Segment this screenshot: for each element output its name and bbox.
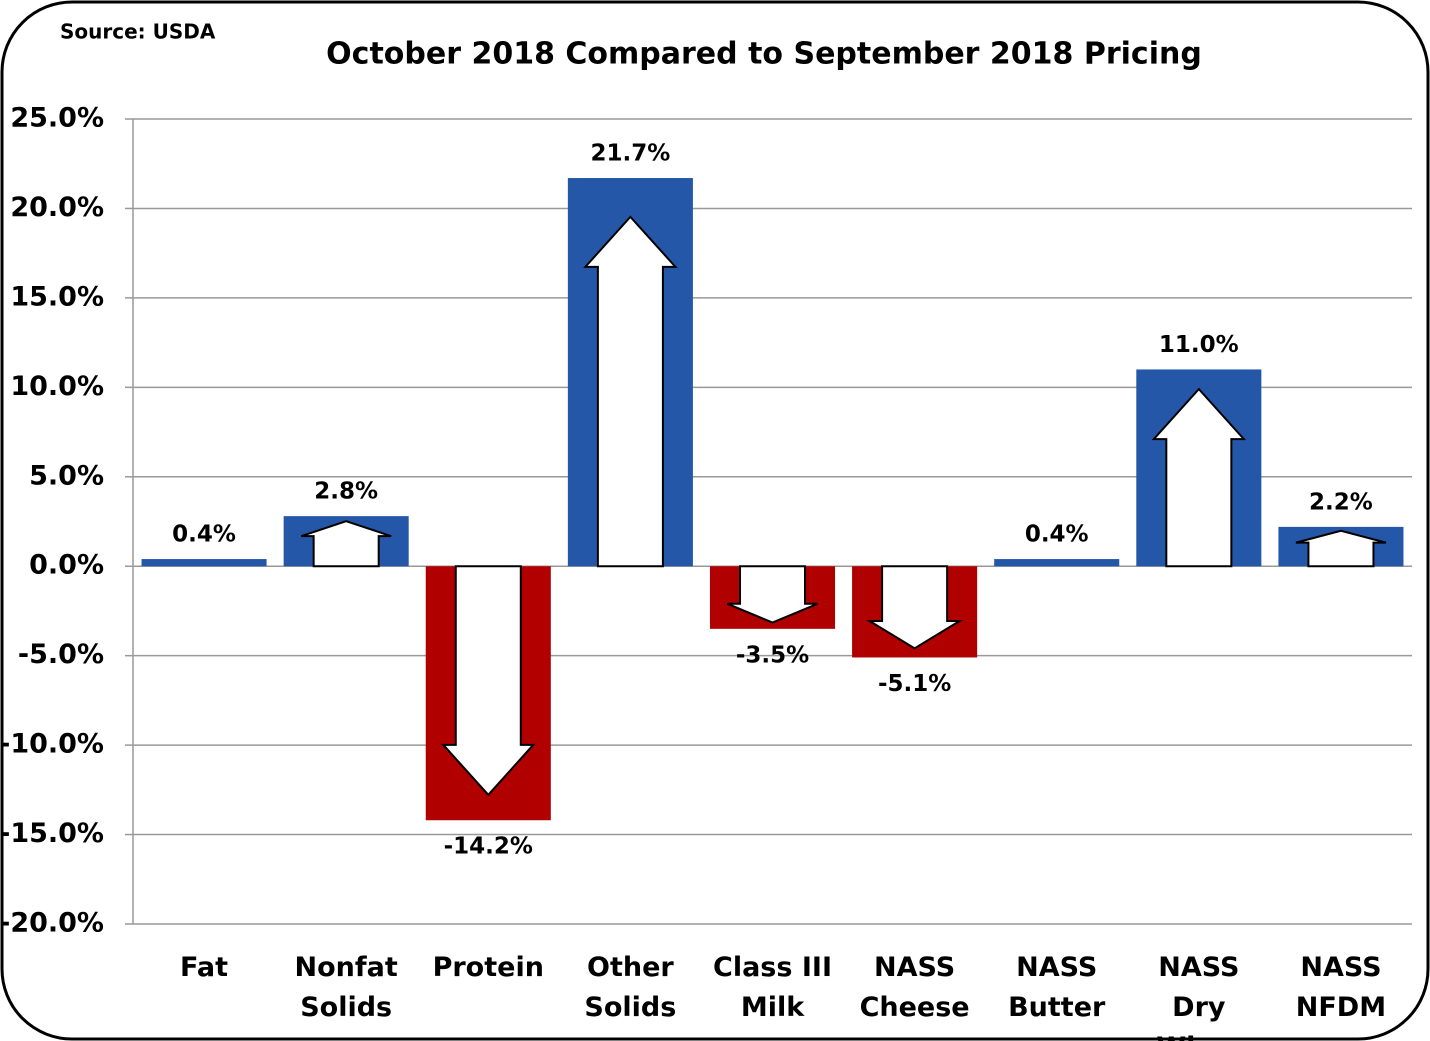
y-tick-label: 20.0%: [10, 192, 104, 223]
y-tick-label: 0.0%: [29, 550, 104, 581]
y-tick-label: -5.0%: [18, 639, 104, 670]
y-tick-label: 10.0%: [10, 371, 104, 402]
value-label: -14.2%: [444, 834, 533, 860]
y-tick-label: -10.0%: [0, 729, 104, 760]
y-tick-label: -15.0%: [0, 818, 104, 849]
arrow: [866, 565, 964, 650]
arrow: [1151, 387, 1247, 568]
x-tick-label: NASS NFDM: [1295, 952, 1387, 1023]
arrow: [583, 215, 678, 568]
x-tick-label: Class III Milk: [713, 952, 832, 1023]
x-tick-label: NASS Dry Whey: [1156, 952, 1241, 1041]
bar: [994, 559, 1120, 567]
arrow: [441, 565, 536, 797]
arrow: [300, 520, 392, 568]
y-tick-label: 5.0%: [29, 460, 104, 491]
bar: [141, 559, 267, 567]
x-tick-label: NASS Butter: [1008, 952, 1106, 1023]
arrow: [1295, 529, 1387, 568]
source: Source: USDA: [60, 20, 216, 44]
y-tick-label: 25.0%: [10, 103, 104, 134]
y-tick-label: 15.0%: [10, 281, 104, 312]
chart-title: October 2018 Compared to September 2018 …: [326, 37, 1202, 72]
value-label: 2.8%: [314, 479, 378, 505]
x-tick-label: Fat: [180, 952, 229, 983]
value-label: 11.0%: [1159, 332, 1239, 358]
x-tick-label: Other Solids: [584, 952, 677, 1023]
value-label: -3.5%: [736, 642, 809, 668]
x-tick-label: NASS Cheese: [859, 952, 970, 1023]
x-tick-label: Nonfat Solids: [294, 952, 398, 1023]
value-label: 2.2%: [1309, 489, 1373, 515]
value-label: 0.4%: [1025, 522, 1089, 548]
value-label: -5.1%: [878, 671, 951, 697]
value-label: 21.7%: [590, 141, 670, 167]
x-tick-label: Protein: [432, 952, 544, 983]
arrow: [727, 565, 818, 624]
y-tick-label: -20.0%: [0, 908, 104, 939]
value-label: 0.4%: [172, 522, 236, 548]
